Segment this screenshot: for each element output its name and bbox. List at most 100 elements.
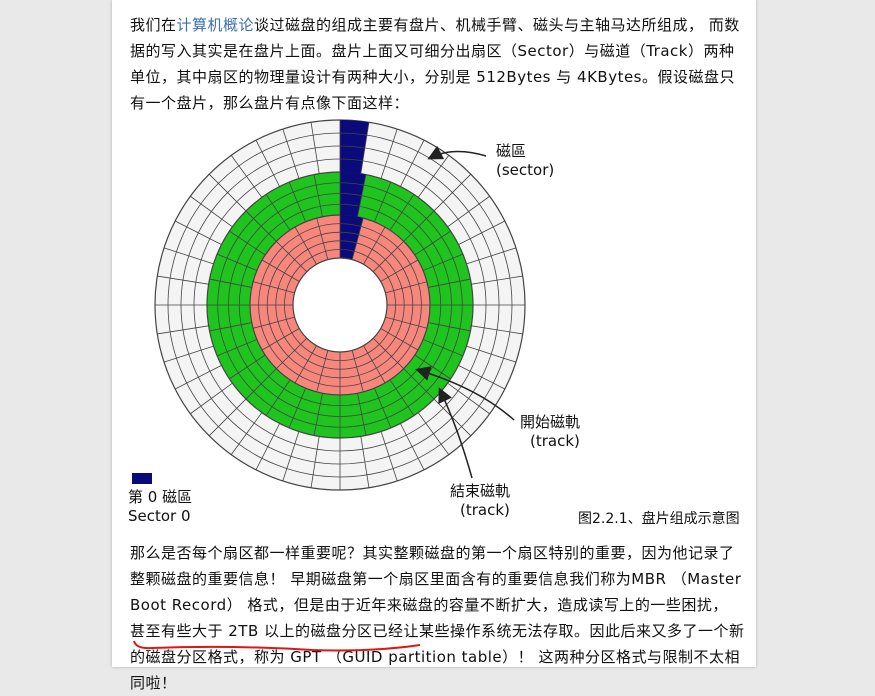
sector-line — [447, 382, 490, 415]
start-track-label-zh: 開始磁軌 — [520, 413, 581, 431]
end-track-label-zh: 結束磁軌 — [450, 482, 511, 500]
sector-line — [351, 217, 364, 260]
sector-line — [380, 259, 419, 282]
sector-line — [466, 345, 517, 363]
sector-line — [316, 350, 329, 393]
sector-line — [216, 339, 258, 357]
sector-line — [157, 275, 209, 285]
body2-text-main: 那么是否每个扇区都一样重要呢？其实整颗磁盘的第一个扇区特别的重要，因为他记录了整… — [130, 544, 745, 666]
sector-line — [313, 174, 323, 217]
sector-line — [357, 174, 367, 217]
gpt-red-underline — [133, 640, 421, 652]
sector-line — [229, 354, 266, 380]
sector-line — [400, 139, 425, 187]
sector-line — [458, 220, 506, 245]
sector-line — [414, 354, 451, 380]
sector-line — [294, 345, 317, 384]
sector-line — [374, 387, 392, 429]
sector-line — [209, 278, 252, 288]
sector-line — [190, 382, 233, 415]
sector-line — [261, 328, 300, 351]
sector-line — [458, 365, 506, 390]
sector-line — [471, 275, 523, 285]
sector-line — [414, 230, 451, 256]
sector-line — [422, 339, 464, 357]
sector-line — [447, 195, 490, 228]
disk-platter-figure: 磁區 (sector) 開始磁軌 (track) 結束磁軌 (track) 第 … — [118, 108, 748, 532]
sector-line — [360, 122, 370, 174]
sector-line — [372, 241, 404, 273]
sector-label: 磁區 (sector) — [496, 142, 554, 180]
sector-line — [174, 220, 222, 245]
sector-line — [363, 226, 386, 265]
intro-text-before: 我们在 — [130, 16, 177, 34]
sector-line — [471, 325, 523, 335]
sector-line — [163, 345, 214, 363]
sector-line — [252, 281, 295, 294]
sector-line — [276, 337, 308, 369]
spindle-hole — [292, 257, 388, 353]
sector-line — [428, 278, 471, 288]
sector0-legend: 第 0 磁區 Sector 0 — [128, 488, 192, 526]
sector-line — [466, 247, 517, 265]
sector-line — [255, 139, 280, 187]
intro-paragraph: 我们在计算机概论谈过磁盘的组成主要有盘片、机械手臂、磁头与主轴马达所组成， 而数… — [130, 12, 748, 116]
sector-line — [245, 210, 277, 242]
sector-leader-line — [427, 145, 487, 160]
intro-text-after: 谈过磁盘的组成主要有盘片、机械手臂、磁头与主轴马达所组成， 而数据的写入其实是在… — [130, 16, 740, 112]
sector-line — [363, 345, 386, 384]
sector-line — [372, 337, 404, 369]
sector-line — [208, 398, 247, 437]
end-track-label-en: (track) — [460, 501, 510, 519]
sector-line — [428, 322, 471, 332]
sector-line — [282, 128, 300, 179]
sector-line — [417, 412, 450, 455]
sector-line — [351, 350, 364, 393]
sector-line — [261, 259, 300, 282]
sector-line — [385, 316, 428, 329]
sector-label-zh: 磁區 — [496, 142, 527, 160]
sector-line — [380, 128, 398, 179]
sector-line — [216, 253, 258, 271]
sector-line — [288, 387, 306, 429]
sector-line — [190, 195, 233, 228]
sector-line — [230, 412, 263, 455]
sector-line — [282, 431, 300, 482]
end-track-leader-line — [438, 387, 473, 479]
start-track-label-en: (track) — [530, 432, 580, 450]
sector-line — [433, 173, 472, 212]
sector-line — [310, 122, 320, 174]
sector-line — [360, 436, 370, 488]
sector-line — [255, 423, 280, 471]
sector-line — [374, 181, 392, 223]
sector0-legend-en: Sector 0 — [128, 507, 191, 525]
disk-platter-diagram — [132, 119, 526, 491]
computer-intro-link[interactable]: 计算机概论 — [176, 16, 255, 34]
sector-line — [230, 155, 263, 198]
sector-line — [288, 181, 306, 223]
sector-label-en: (sector) — [496, 161, 555, 179]
sector-line — [174, 365, 222, 390]
sector-line — [380, 431, 398, 482]
sector-line — [252, 316, 295, 329]
sector-line — [389, 379, 415, 416]
document-page: 我们在计算机概论谈过磁盘的组成主要有盘片、机械手臂、磁头与主轴马达所组成， 而数… — [112, 0, 756, 692]
sector-line — [380, 328, 419, 351]
start-track-label: 開始磁軌 (track) — [520, 413, 580, 451]
sector-line — [385, 281, 428, 294]
sector-line — [245, 368, 277, 400]
sector0-legend-swatch — [132, 473, 152, 484]
sector-line — [265, 194, 291, 231]
body-paragraph-2: 那么是否每个扇区都一样重要呢？其实整颗磁盘的第一个扇区特别的重要，因为他记录了整… — [130, 540, 748, 696]
sector-line — [209, 322, 252, 332]
figure-caption: 图2.2.1、盘片组成示意图 — [578, 511, 740, 527]
end-track-label: 結束磁軌 (track) — [450, 482, 510, 520]
sector-line — [403, 210, 435, 242]
body2-text-last-a: 式 — [223, 648, 239, 666]
sector-line — [276, 241, 308, 273]
sector0-wedge — [340, 215, 364, 260]
sector-line — [294, 226, 317, 265]
sector-line — [208, 173, 247, 212]
sector-line — [400, 423, 425, 471]
sector-line — [422, 253, 464, 271]
